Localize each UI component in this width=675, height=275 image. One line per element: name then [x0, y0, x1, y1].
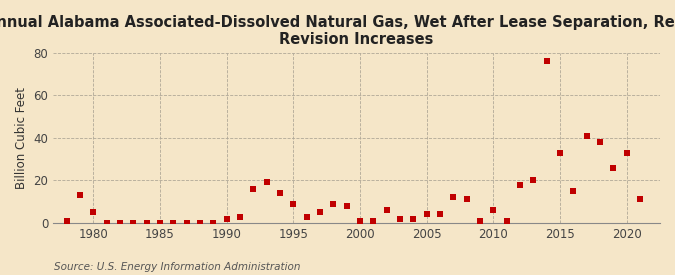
Point	[448, 195, 459, 200]
Point	[568, 189, 578, 193]
Point	[194, 221, 205, 225]
Point	[328, 202, 339, 206]
Point	[395, 216, 406, 221]
Point	[315, 210, 325, 214]
Point	[248, 187, 259, 191]
Point	[342, 204, 352, 208]
Point	[181, 221, 192, 225]
Point	[101, 221, 112, 225]
Point	[288, 202, 299, 206]
Point	[235, 214, 246, 219]
Point	[435, 212, 446, 217]
Point	[275, 191, 286, 195]
Point	[421, 212, 432, 217]
Point	[488, 208, 499, 212]
Point	[261, 180, 272, 185]
Text: Source: U.S. Energy Information Administration: Source: U.S. Energy Information Administ…	[54, 262, 300, 272]
Point	[208, 221, 219, 225]
Point	[155, 221, 165, 225]
Point	[621, 150, 632, 155]
Point	[634, 197, 645, 202]
Point	[115, 221, 126, 225]
Point	[128, 221, 138, 225]
Point	[595, 140, 605, 144]
Point	[354, 219, 365, 223]
Point	[581, 133, 592, 138]
Point	[61, 219, 72, 223]
Point	[475, 219, 485, 223]
Point	[528, 178, 539, 183]
Point	[74, 193, 85, 197]
Point	[301, 214, 312, 219]
Y-axis label: Billion Cubic Feet: Billion Cubic Feet	[15, 87, 28, 189]
Point	[555, 150, 566, 155]
Point	[381, 208, 392, 212]
Point	[221, 216, 232, 221]
Point	[461, 197, 472, 202]
Point	[141, 221, 152, 225]
Point	[408, 216, 418, 221]
Point	[608, 165, 619, 170]
Point	[88, 210, 99, 214]
Point	[541, 59, 552, 64]
Point	[502, 219, 512, 223]
Point	[168, 221, 179, 225]
Point	[514, 182, 525, 187]
Point	[368, 219, 379, 223]
Title: Annual Alabama Associated-Dissolved Natural Gas, Wet After Lease Separation, Res: Annual Alabama Associated-Dissolved Natu…	[0, 15, 675, 47]
